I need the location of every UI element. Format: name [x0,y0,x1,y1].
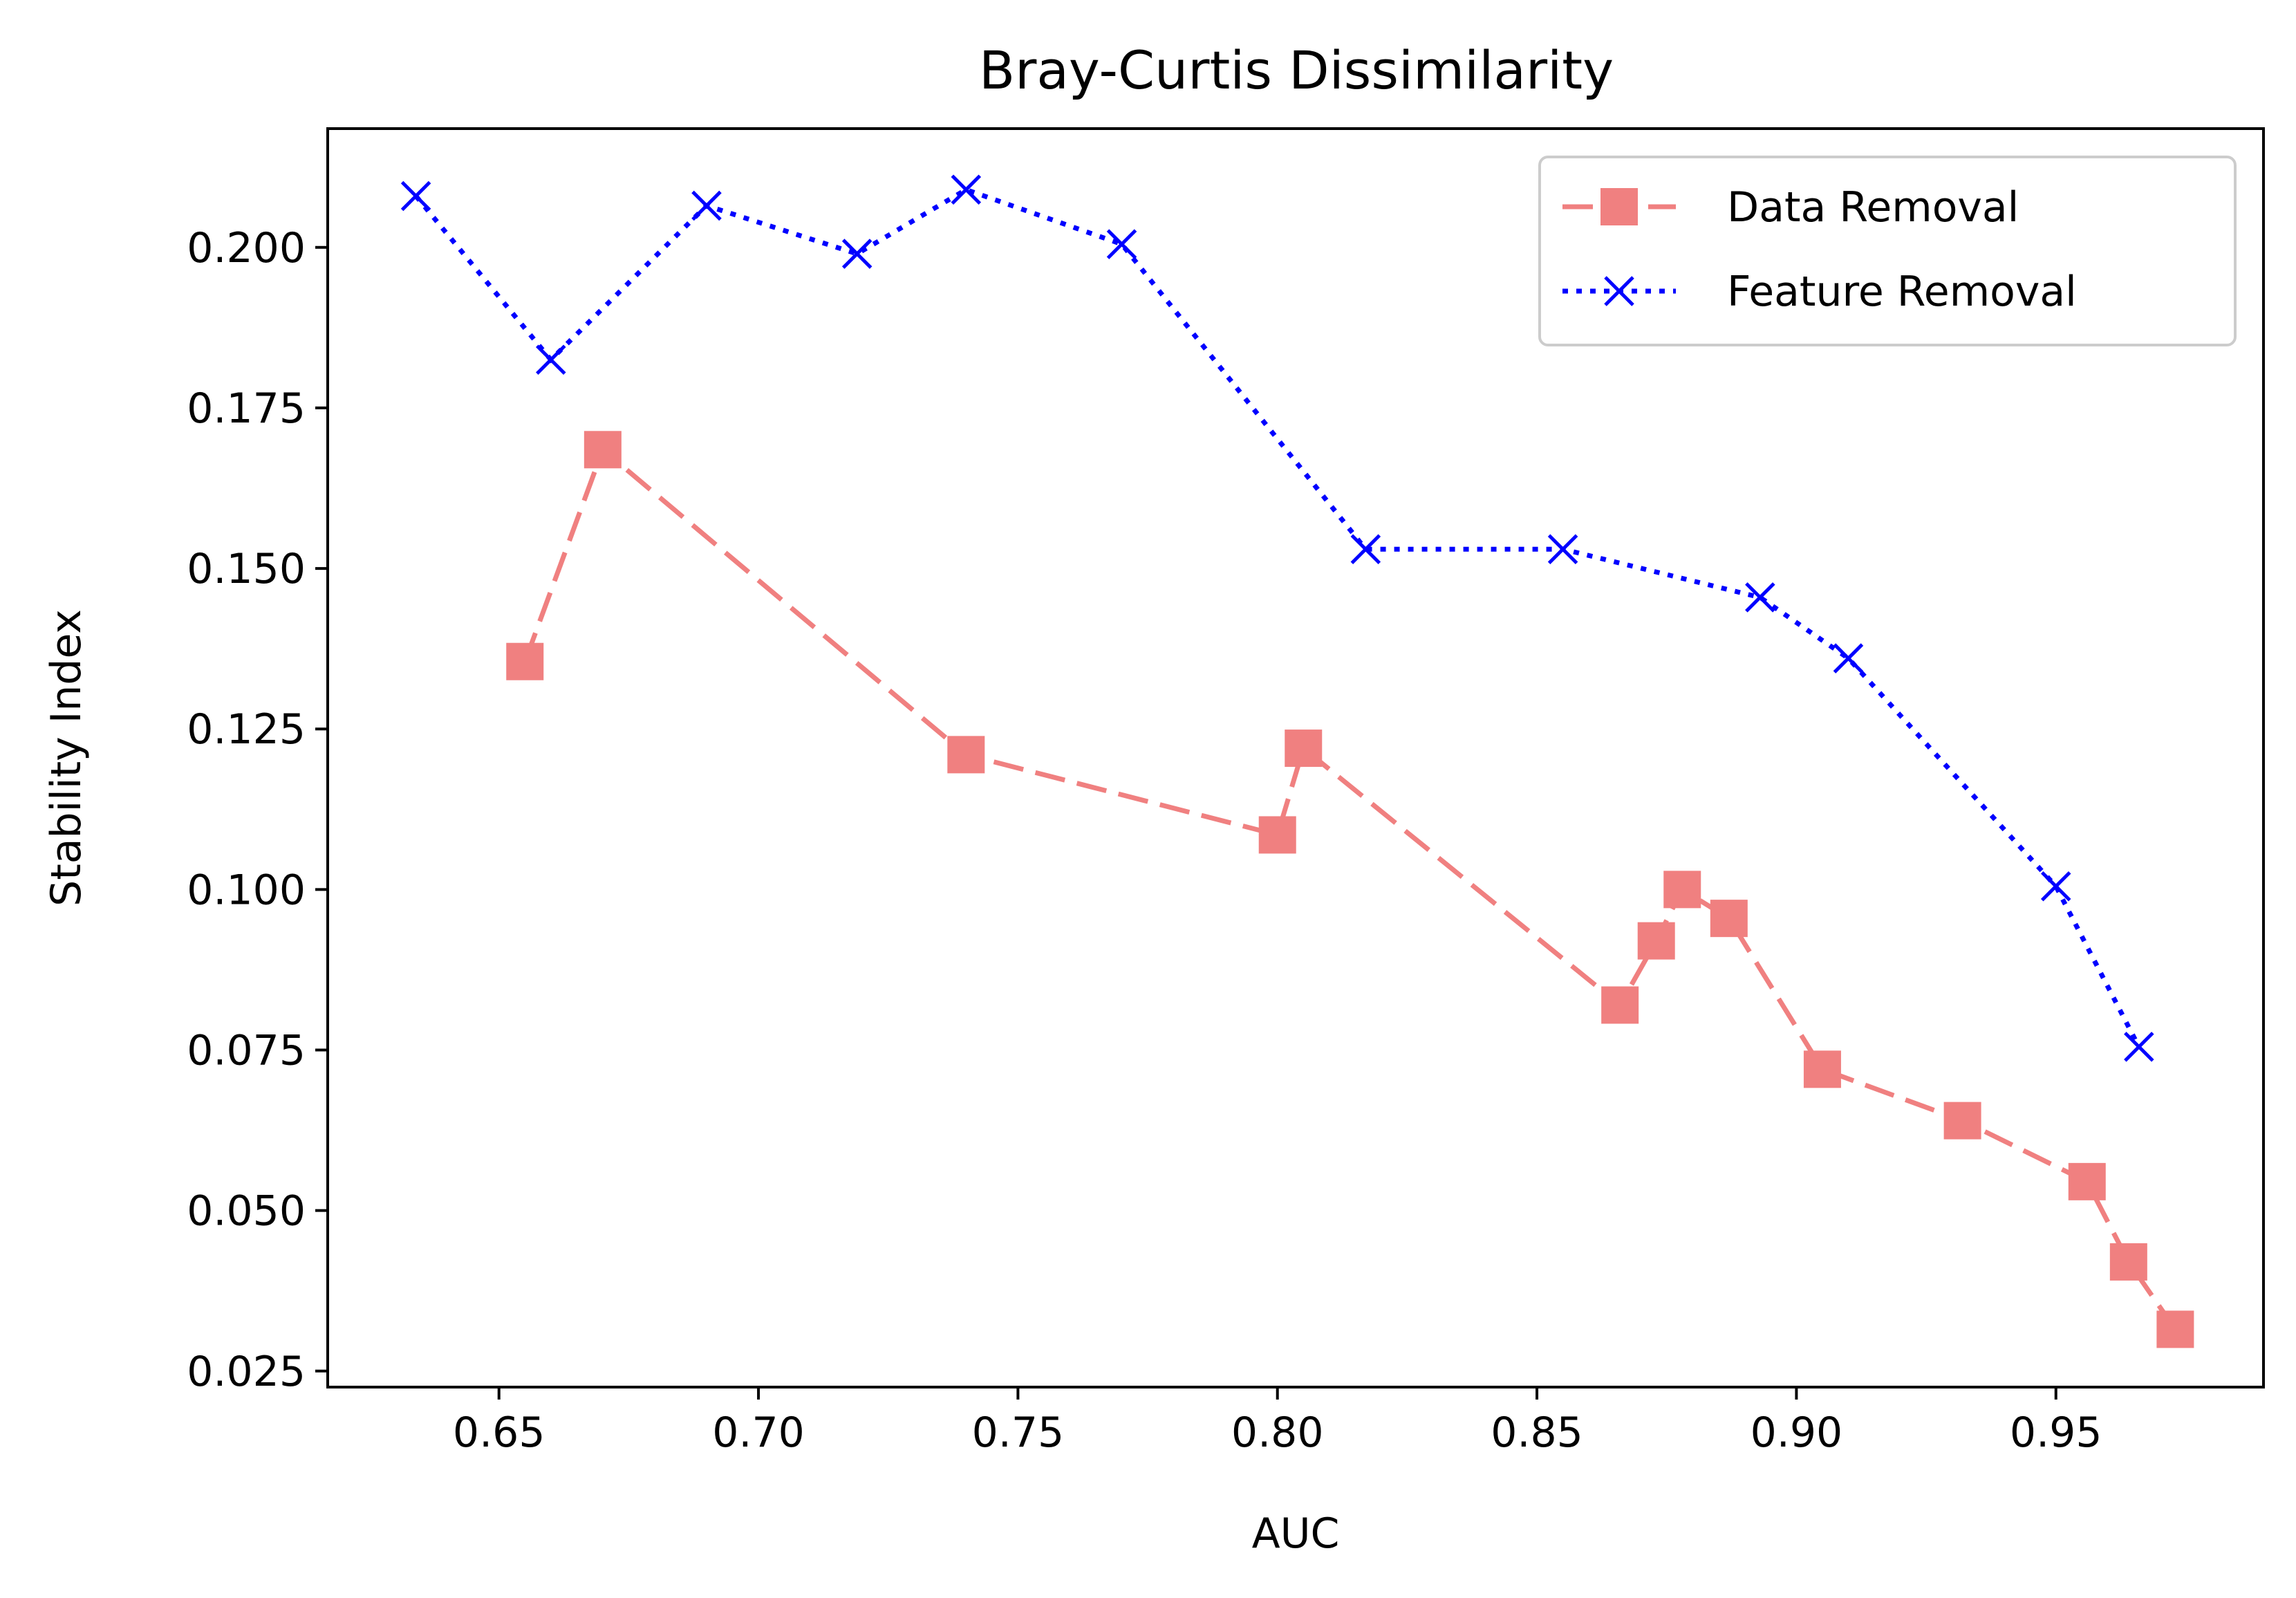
series-2-point-stroke-b [400,180,431,212]
plot-series [400,174,2194,1348]
x-tick-label: 0.65 [453,1409,545,1457]
y-tick-label: 0.125 [187,705,306,754]
y-tick-label: 0.075 [187,1027,306,1075]
series-1-point [2109,1243,2147,1281]
series-1-point [1637,922,1675,960]
series-2-point-stroke-b [841,239,872,269]
series-1-point [947,736,985,774]
legend-marker-stroke-b [1604,276,1634,306]
plot-area-frame [326,127,2265,1388]
series-2 [400,174,2154,1062]
series-1-point [2068,1162,2106,1200]
series-2-point-stroke-b [536,344,566,375]
series-2-point [1350,534,1381,564]
series-1-point [506,642,544,680]
series-2-point-stroke-b [1833,643,1864,673]
legend-label: Data Removal [1727,183,2019,232]
legend-label: Feature Removal [1727,268,2077,316]
x-tick-label: 0.90 [1751,1409,1843,1457]
y-tick-label: 0.200 [187,224,306,272]
series-2-point-stroke-b [1745,582,1775,613]
series-2-point-stroke-b [1350,534,1381,564]
series-2-point [2124,1032,2154,1062]
y-tick-label: 0.100 [187,866,306,914]
series-2-point [691,190,722,221]
y-tick-label: 0.025 [187,1348,306,1396]
series-1 [506,431,2194,1348]
x-tick-label: 0.95 [2010,1409,2102,1457]
series-1-point [584,431,622,469]
series-2-point [536,344,566,375]
series-1-point [1258,816,1296,854]
legend: Data Removal Feature Removal [1538,156,2237,346]
series-1-point [1710,900,1748,938]
y-tick-label: 0.175 [187,384,306,433]
series-2-point [841,239,872,269]
x-axis-ticks: 0.65 0.70 0.75 0.80 0.85 0.90 0.95 [453,1387,2102,1457]
series-2-point [1547,534,1578,564]
series-1-point [1601,986,1639,1024]
series-2-point-stroke-b [1547,534,1578,564]
series-2-line [413,187,2141,1048]
series-1-point [2156,1310,2194,1348]
series-2-point-stroke-b [2124,1032,2154,1062]
series-1-line [523,445,2178,1331]
series-1-point [1285,730,1323,768]
series-1-point [1663,871,1701,909]
legend-marker [1600,188,1638,225]
y-tick-label: 0.050 [187,1187,306,1236]
y-axis-label: Stability Index [42,609,91,907]
series-1-point [1803,1050,1841,1088]
series-2-point [1106,229,1137,259]
series-2-point [400,180,431,212]
legend-entries: Data Removal Feature Removal [1562,183,2077,316]
series-2-point-stroke-b [2040,871,2071,902]
x-tick-label: 0.80 [1231,1409,1324,1457]
series-2-point-stroke-b [951,174,982,205]
x-tick-label: 0.75 [972,1409,1065,1457]
x-tick-label: 0.70 [712,1409,805,1457]
series-2-point [951,174,982,205]
legend-box [1538,156,2237,346]
chart-title: Bray-Curtis Dissimilarity [979,39,1614,101]
y-tick-label: 0.150 [187,545,306,593]
series-2-point [1745,582,1775,613]
legend-marker [1604,276,1634,306]
x-axis-label: AUC [1252,1509,1340,1558]
series-2-point-stroke-b [1106,229,1137,259]
series-2-point [1833,643,1864,673]
legend-entry: Feature Removal [1562,268,2077,316]
y-axis-ticks: 0.025 0.050 0.075 0.100 0.125 0.150 0.175 0.200 [187,224,328,1396]
x-tick-label: 0.85 [1491,1409,1583,1457]
series-2-point-stroke-b [691,190,722,221]
legend-entry: Data Removal [1562,183,2019,232]
series-1-point [1943,1102,1981,1140]
series-2-point [2040,871,2071,902]
